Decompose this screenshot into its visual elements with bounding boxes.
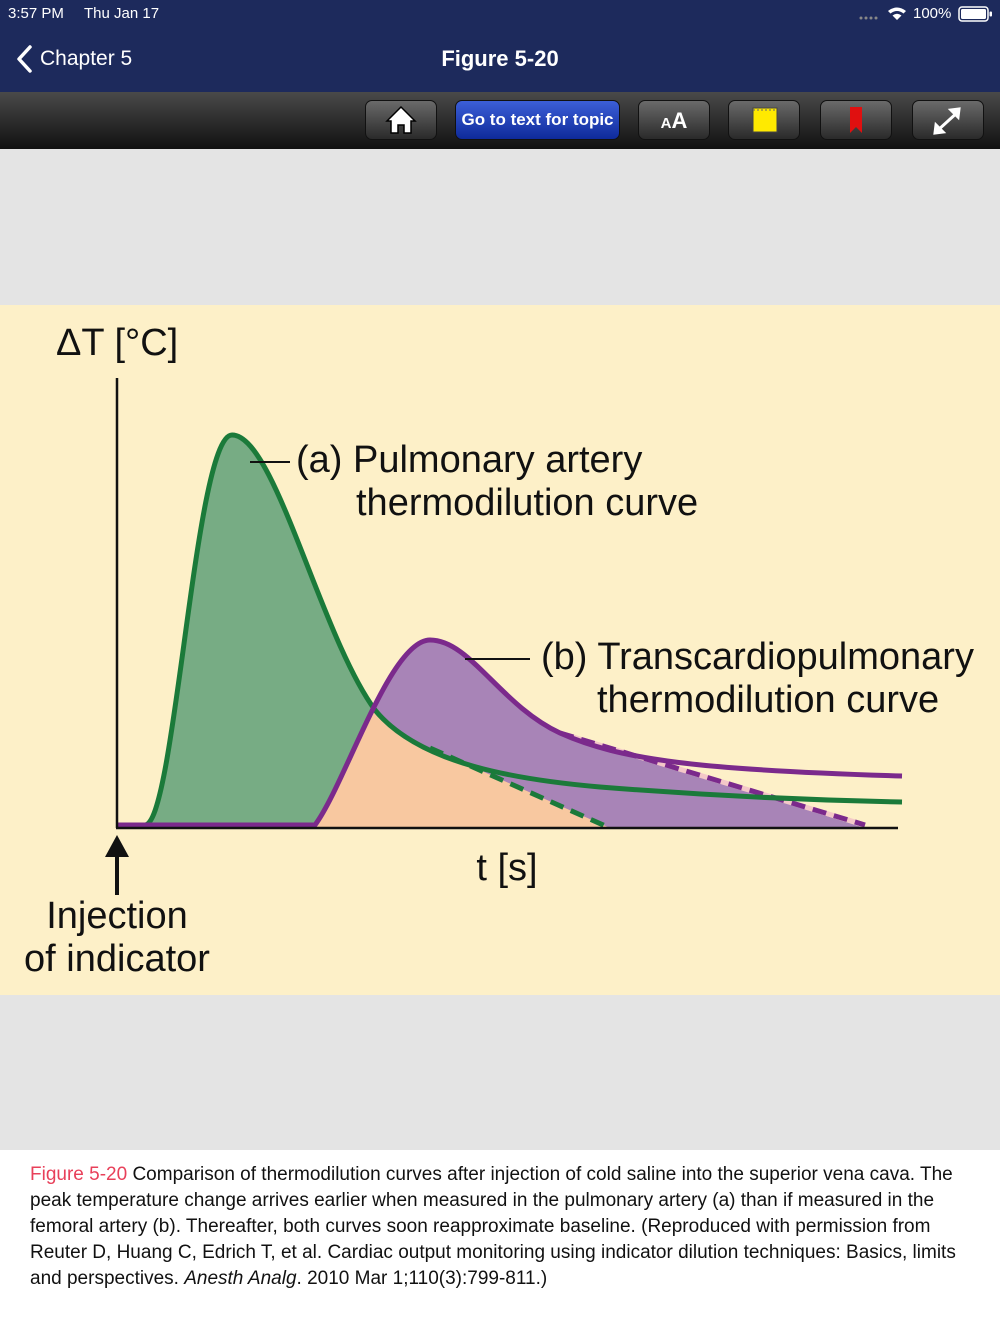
caption-text: Comparison of thermodilution curves afte… — [30, 1164, 956, 1289]
status-bar: 3:57 PM Thu Jan 17 100% — [0, 0, 1000, 28]
annotation-line: Injection — [46, 895, 188, 937]
annotation-line: of indicator — [24, 938, 210, 980]
curve-a-label: thermodilution curve — [356, 482, 698, 524]
caption-panel: Figure 5-20 Comparison of thermodilution… — [0, 1150, 1000, 1334]
back-label: Chapter 5 — [40, 47, 133, 70]
injection-arrowhead — [105, 835, 129, 857]
date: Thu Jan 17 — [84, 5, 160, 22]
bookmark-icon — [850, 107, 862, 133]
y-axis-label: ΔT [°C] — [56, 322, 178, 364]
curve-a-label: (a) Pulmonary artery — [296, 439, 642, 481]
font-icon-small: A — [660, 115, 672, 132]
bookmark-button[interactable] — [820, 100, 892, 140]
font-icon-large: A — [671, 108, 688, 133]
caption-label: Figure 5-20 — [30, 1164, 128, 1185]
back-button[interactable]: Chapter 5 — [14, 42, 132, 76]
signal-wifi — [859, 7, 906, 20]
note-button[interactable] — [728, 100, 800, 140]
figure-diagram: ΔT [°C] t [s] Injection of indicator (a)… — [24, 322, 974, 980]
caption-citation: . 2010 Mar 1;110(3):799-811.) — [296, 1268, 548, 1289]
nav-title: Figure 5-20 — [441, 46, 559, 71]
curve-b-label: thermodilution curve — [597, 679, 939, 721]
curve-b — [117, 637, 903, 828]
nav-bar: Chapter 5 Figure 5-20 — [0, 28, 1000, 92]
battery-percent: 100% — [913, 5, 952, 22]
curve-a-area — [145, 435, 610, 828]
caption-journal: Anesth Analg — [184, 1268, 297, 1289]
note-icon — [752, 107, 778, 133]
expand-icon — [933, 107, 961, 135]
curve-b-label: (b) Transcardiopulmonary — [541, 636, 974, 678]
x-axis-label: t [s] — [476, 847, 537, 889]
font-size-button[interactable]: AA — [638, 100, 710, 140]
curve-a — [117, 432, 903, 828]
home-button[interactable] — [365, 100, 437, 140]
go-to-text-button[interactable]: Go to text for topic — [455, 100, 620, 140]
figure-panel: ΔT [°C] t [s] Injection of indicator (a)… — [0, 305, 1000, 995]
toolbar: Go to text for topic AA — [0, 92, 1000, 149]
time: 3:57 PM — [8, 5, 64, 22]
home-icon — [385, 105, 417, 134]
battery-icon — [958, 6, 992, 22]
caption: Figure 5-20 Comparison of thermodilution… — [30, 1162, 970, 1292]
back-chevron — [17, 45, 32, 73]
expand-button[interactable] — [912, 100, 984, 140]
